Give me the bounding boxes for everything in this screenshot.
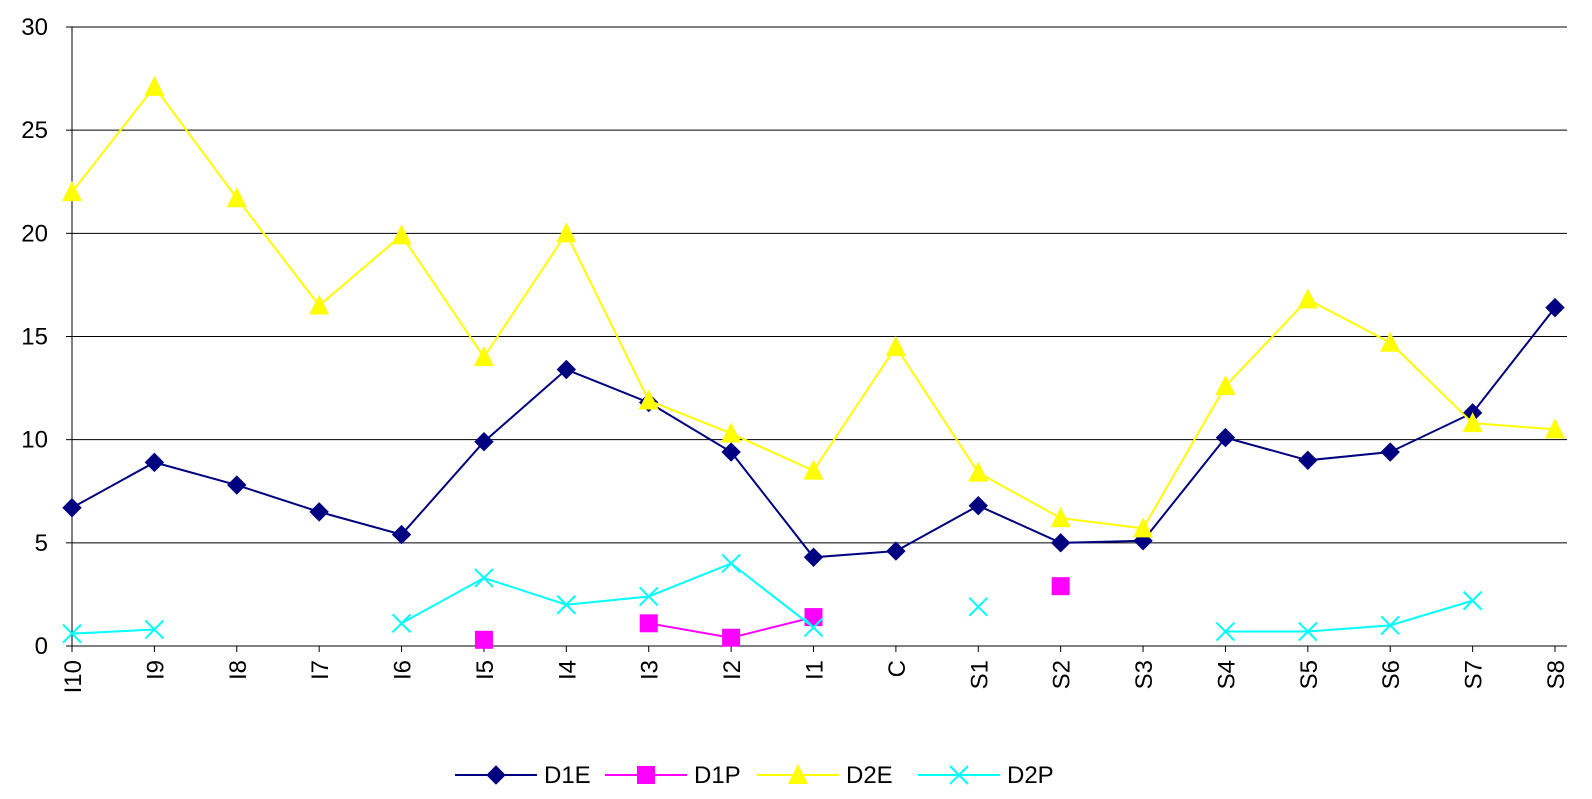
marker [886, 541, 906, 561]
marker [1050, 533, 1071, 553]
marker [1050, 507, 1071, 528]
x-tick-label: S5 [1296, 660, 1323, 689]
y-tick-label: 0 [35, 633, 48, 660]
marker [1215, 621, 1236, 642]
marker [144, 452, 165, 473]
marker [556, 595, 577, 615]
marker [639, 614, 658, 633]
marker [309, 502, 329, 522]
y-tick-label: 5 [35, 530, 48, 557]
marker [721, 442, 741, 462]
marker [1380, 331, 1401, 352]
legend-label: D1P [694, 762, 741, 789]
x-tick-label: S4 [1213, 660, 1240, 689]
x-tick-label: S7 [1461, 660, 1488, 689]
marker [391, 613, 412, 634]
marker [1380, 442, 1400, 462]
marker [722, 628, 741, 647]
x-tick-label: I4 [554, 660, 581, 680]
marker [144, 619, 165, 640]
marker [638, 389, 659, 410]
marker [968, 495, 988, 516]
marker [309, 294, 330, 315]
x-tick-label: I5 [472, 660, 499, 680]
legend-item: D2E [757, 762, 893, 789]
marker [556, 222, 577, 243]
marker [803, 459, 824, 480]
x-tick-label: S3 [1131, 660, 1158, 689]
x-tick-label: S8 [1543, 660, 1570, 689]
y-tick-label: 10 [21, 427, 48, 454]
marker [474, 568, 494, 588]
marker [486, 765, 506, 785]
x-tick-label: S2 [1049, 660, 1076, 689]
x-tick-label: S1 [966, 660, 993, 689]
x-tick-label: I8 [225, 660, 252, 680]
series-line [71, 562, 1473, 635]
legend-label: D2P [1007, 762, 1054, 789]
marker [721, 553, 741, 574]
marker [227, 475, 247, 495]
marker [968, 461, 989, 482]
x-tick-label: I3 [637, 660, 664, 680]
y-tick-label: 20 [21, 220, 48, 247]
marker [1462, 412, 1483, 433]
marker [1297, 288, 1318, 309]
x-tick-label: I2 [719, 660, 746, 680]
legend-item: D2P [918, 762, 1054, 789]
marker [391, 524, 412, 545]
marker [1380, 615, 1400, 636]
marker [1545, 297, 1565, 318]
marker [1462, 590, 1483, 611]
marker [1298, 621, 1318, 642]
legend-item: D1P [605, 762, 741, 789]
marker [144, 75, 165, 96]
legend-item: D1E [455, 762, 591, 789]
marker [62, 181, 82, 202]
legend-label: D2E [846, 762, 893, 789]
marker [474, 432, 494, 452]
marker [1298, 450, 1318, 471]
marker [1215, 427, 1236, 448]
x-tick-label: I10 [60, 660, 87, 693]
series-line [71, 306, 1556, 559]
marker [803, 617, 824, 638]
marker [1215, 375, 1236, 396]
x-tick-label: C [884, 660, 911, 677]
marker [721, 422, 742, 443]
x-tick-label: I7 [307, 660, 334, 680]
marker [885, 335, 906, 356]
marker [1051, 577, 1070, 596]
x-tick-label: I6 [390, 660, 417, 680]
legend-label: D1E [544, 762, 591, 789]
x-tick-label: I1 [802, 660, 829, 680]
marker [391, 224, 412, 245]
marker [968, 597, 988, 617]
marker [474, 630, 493, 649]
marker [1133, 517, 1154, 538]
marker [62, 498, 82, 518]
marker [226, 187, 247, 208]
y-tick-label: 30 [21, 14, 48, 41]
marker [788, 764, 808, 784]
series-line [649, 586, 1061, 638]
marker [62, 623, 82, 644]
marker [949, 765, 969, 785]
x-tick-label: I9 [142, 660, 169, 680]
marker [1545, 418, 1565, 439]
marker [637, 766, 655, 784]
y-tick-label: 15 [21, 324, 48, 351]
marker [556, 359, 577, 380]
marker [639, 586, 659, 607]
marker [473, 346, 494, 367]
y-tick-label: 25 [21, 117, 48, 144]
x-tick-label: S6 [1378, 660, 1405, 689]
marker [803, 547, 824, 567]
